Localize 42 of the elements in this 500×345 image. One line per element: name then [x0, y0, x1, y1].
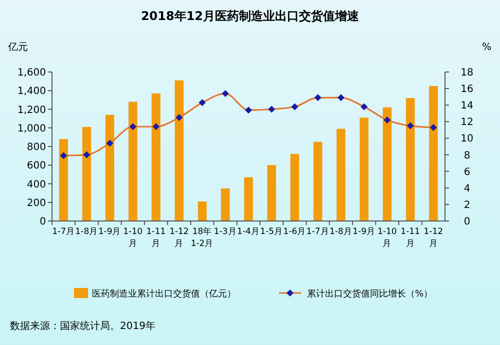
legend-label: 医药制造业累计出口交货值（亿元）	[92, 288, 236, 300]
y2-tick-label: 0	[464, 216, 470, 228]
x-tick-label: 1-11月	[400, 227, 420, 249]
y-tick-label: 1,400	[17, 86, 46, 98]
x-tick-label: 1-9月	[352, 227, 376, 237]
y-tick-label: 1,200	[17, 104, 46, 116]
chart-title: 2018年12月医药制造业出口交货值增速	[140, 9, 360, 23]
y2-tick-label: 18	[460, 68, 474, 78]
y-tick-label: 400	[26, 179, 46, 190]
y-tick-label: 200	[26, 198, 46, 209]
legend-label: 累计出口交货值同比增长（%）	[307, 288, 433, 300]
x-tick-label: 1-8月	[330, 227, 352, 237]
y2-tick-label: 14	[460, 100, 474, 112]
x-tick-label: 1-8月	[75, 227, 98, 237]
y-tick-label: 1,600	[17, 68, 46, 78]
y-tick-label: 800	[26, 142, 46, 153]
x-tick-label: 1-12月	[424, 227, 444, 249]
y2-tick-label: 2	[464, 200, 470, 211]
y2-axis-title: %	[482, 42, 492, 53]
y-tick-label: 1,000	[17, 123, 46, 134]
y-tick-label: 600	[26, 160, 46, 172]
x-tick-label: 1-7月	[52, 227, 76, 237]
x-tick-label: 1-11月	[146, 227, 166, 249]
x-tick-label: 1-10月	[123, 227, 143, 249]
y2-tick-label: 4	[464, 183, 470, 194]
x-tick-label: 1-4月	[237, 227, 260, 237]
x-tick-label: 1-5月	[260, 227, 284, 237]
y2-tick-label: 8	[464, 150, 470, 162]
y2-tick-label: 6	[464, 166, 470, 178]
x-tick-label: 18年1-2月	[190, 226, 214, 249]
x-tick-label: 1-10月	[378, 227, 397, 249]
x-tick-label: 1-7月	[306, 227, 330, 237]
y2-tick-label: 16	[460, 84, 474, 96]
y2-tick-label: 10	[460, 134, 474, 145]
y-tick-label: 0	[40, 216, 46, 228]
x-tick-label: 1-6月	[283, 227, 306, 237]
x-tick-label: 1-12月	[170, 227, 189, 249]
y-axis-title: 亿元	[7, 42, 28, 53]
y2-tick-label: 12	[460, 117, 474, 128]
x-tick-label: 1-9月	[98, 227, 122, 237]
x-tick-label: 1-3月	[214, 227, 237, 237]
source-note: 数据来源：国家统计局。2019年	[10, 320, 156, 332]
